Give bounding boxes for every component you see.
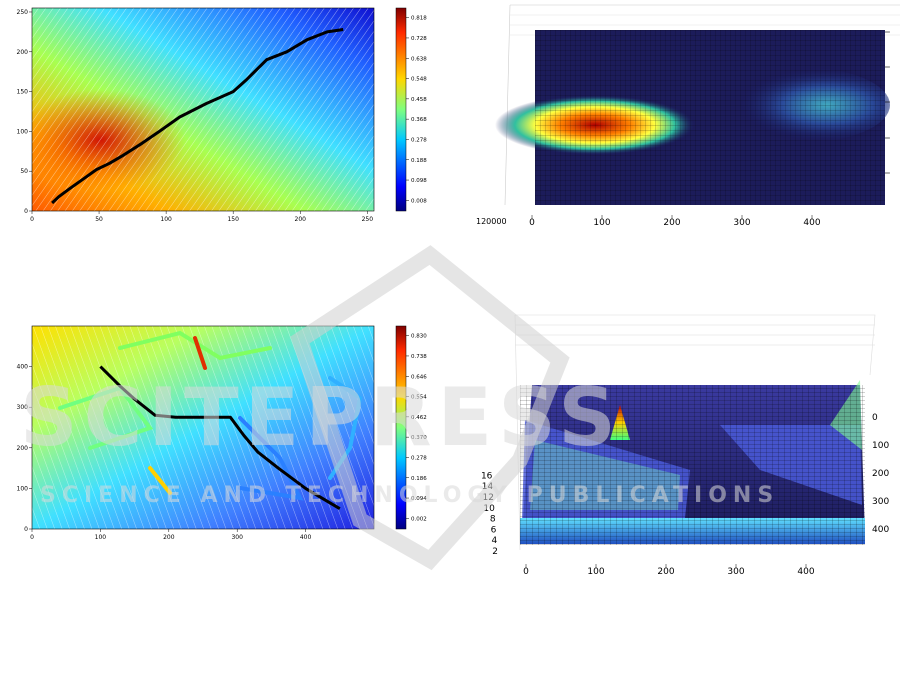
y-tick-label: 200 <box>17 49 29 56</box>
colorbar-tick-label: 0.002 <box>411 516 427 522</box>
x-tick-label: 400 <box>797 567 814 577</box>
y-tick-label: 100 <box>17 485 29 492</box>
colorbar-tick-label: 0.186 <box>411 476 427 482</box>
y-tick-label: 300 <box>872 497 889 507</box>
x-axis-ticks: 0 100 200 300 400 <box>30 529 312 541</box>
colorbar <box>395 7 407 212</box>
colorbar-tick-label: 0.638 <box>411 56 427 62</box>
x-tick-label: 200 <box>657 567 674 577</box>
x-tick-label: 200 <box>163 534 175 541</box>
colorbar-tick-label: 0.646 <box>411 374 427 380</box>
colorbar-tick-label: 0.368 <box>411 117 427 123</box>
z-tick-label: 6 <box>491 525 497 535</box>
colorbar-tick-label: 0.458 <box>411 97 427 103</box>
y-tick-label: 0 <box>24 526 28 533</box>
colorbar-tick-label: 0.278 <box>411 137 427 143</box>
colorbar-tick-label: 0.830 <box>411 334 427 340</box>
colorbar-ticks: 0.008 0.098 0.188 0.278 0.368 0.458 0.548 0.638… <box>406 16 427 204</box>
y-axis-ticks: 0 100 200 300 400 <box>872 413 889 535</box>
colorbar-tick-label: 0.738 <box>411 354 427 360</box>
colorbar-tick-label: 0.728 <box>411 36 427 42</box>
surface-mesh <box>520 385 865 545</box>
x-tick-label: 300 <box>231 534 243 541</box>
plot-frame <box>31 7 375 212</box>
y-tick-label: 50 <box>20 168 28 175</box>
x-tick-label: 0 <box>30 216 34 223</box>
surface-mesh <box>535 30 885 205</box>
x-tick-label: 150 <box>227 216 239 223</box>
z-tick-label: 2 <box>492 547 498 557</box>
heatmap-panel-top-left: 0 50 100 150 200 250 0 50 100 150 200 250 0.008 0.0… <box>0 0 440 230</box>
x-tick-label: 300 <box>733 218 750 228</box>
y-tick-label: 0 <box>24 208 28 215</box>
path-line-stroke <box>51 28 344 205</box>
colorbar <box>395 325 407 530</box>
x-tick-label: 100 <box>587 567 604 577</box>
x-tick-label: 200 <box>663 218 680 228</box>
heatmap-panel-bottom-left: 0 100 200 300 400 0 100 200 300 400 0.002 0.094 0.… <box>0 318 440 550</box>
colorbar-tick-label: 0.188 <box>411 158 427 164</box>
y-tick-label: 150 <box>17 89 29 96</box>
surface-chart-top-right: 0 100 200 300 400 120000 <box>476 4 900 228</box>
surface-panel-bottom-right: 0 100 200 300 400 0 100 200 300 400 2 4 6 8 10 12 14 16 <box>460 300 915 590</box>
x-tick-label: 400 <box>300 534 312 541</box>
surface-panel-top-right: 0 100 200 300 400 120000 <box>460 0 915 240</box>
x-axis-ticks: 0 100 200 300 400 <box>523 564 815 577</box>
x-tick-label: 200 <box>295 216 307 223</box>
y-tick-label: 250 <box>17 9 29 16</box>
path-line <box>99 365 341 510</box>
colorbar-tick-label: 0.008 <box>411 198 427 204</box>
z-tick-label: 12 <box>483 493 494 503</box>
y-tick-label: 400 <box>872 525 889 535</box>
x-axis-ticks: 0 50 100 150 200 250 <box>30 211 373 223</box>
x-axis-ticks: 0 100 200 300 400 <box>529 215 821 228</box>
z-tick-label: 16 <box>481 471 493 481</box>
x-tick-label: 100 <box>160 216 172 223</box>
y-axis-ticks: 0 100 200 300 400 <box>17 364 32 533</box>
x-tick-label: 400 <box>803 218 820 228</box>
z-tick-label: 4 <box>491 536 497 546</box>
colorbar-tick-label: 0.554 <box>411 395 427 401</box>
x-tick-label: 0 <box>529 218 535 228</box>
z-tick-label: 8 <box>490 515 496 525</box>
z-tick-label: 14 <box>482 482 494 492</box>
colorbar-tick-label: 0.094 <box>411 496 427 502</box>
colorbar-tick-label: 0.462 <box>411 415 427 421</box>
x-tick-label: 100 <box>95 534 107 541</box>
y-tick-label: 300 <box>17 404 29 411</box>
colorbar-ticks: 0.002 0.094 0.186 0.278 0.370 0.462 0.554 0.646… <box>406 334 427 522</box>
z-tick-label: 10 <box>483 504 495 514</box>
y-tick-label: 400 <box>17 364 29 371</box>
z-tick-cluster: 120000 <box>476 217 507 226</box>
y-tick-label: 200 <box>17 445 29 452</box>
x-tick-label: 100 <box>593 218 610 228</box>
colorbar-tick-label: 0.818 <box>411 16 427 22</box>
right-ticks <box>885 31 890 174</box>
contour-lines <box>32 8 374 211</box>
y-axis-ticks: 0 50 100 150 200 250 <box>17 9 32 215</box>
colorbar-tick-label: 0.548 <box>411 77 427 83</box>
x-tick-label: 250 <box>362 216 374 223</box>
colorbar-tick-label: 0.278 <box>411 455 427 461</box>
x-tick-label: 50 <box>95 216 103 223</box>
x-tick-label: 0 <box>30 534 34 541</box>
path-line <box>51 28 344 205</box>
x-tick-label: 0 <box>523 567 529 577</box>
y-tick-label: 100 <box>17 128 29 135</box>
x-tick-label: 300 <box>727 567 744 577</box>
path-line-stroke <box>99 365 341 510</box>
colorbar-tick-label: 0.370 <box>411 435 427 441</box>
colorbar-tick-label: 0.098 <box>411 178 427 184</box>
y-tick-label: 100 <box>872 441 889 451</box>
y-tick-label: 200 <box>872 469 889 479</box>
y-tick-label: 0 <box>872 413 878 423</box>
